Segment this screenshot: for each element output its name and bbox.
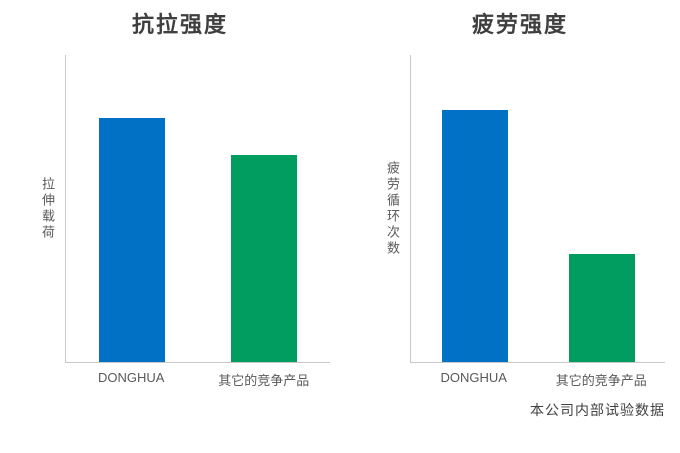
- bar-donghua: [441, 110, 508, 362]
- y-axis-label-column: 拉伸载荷: [30, 55, 65, 363]
- x-tick-label-competitor: 其它的竞争产品: [218, 373, 310, 388]
- footnote: 本公司内部试验数据: [530, 402, 665, 418]
- plot-area: [65, 55, 330, 363]
- bar-competitor: [568, 253, 635, 362]
- x-tick-label-competitor: 其它的竞争产品: [555, 373, 647, 388]
- y-axis-label: 疲劳循环次数: [385, 161, 400, 257]
- plot-area: [410, 55, 665, 363]
- bar-slot: [538, 55, 665, 362]
- chart-title-fatigue: 疲劳强度: [471, 12, 568, 37]
- x-axis-labels: DONGHUA 其它的竞争产品: [65, 370, 330, 389]
- chart-title-tensile: 抗拉强度: [131, 12, 228, 37]
- chart-fatigue-strength: 疲劳强度 疲劳循环次数 DONGHUA 其它的竞争产品: [375, 8, 665, 389]
- plot-row: 疲劳循环次数: [375, 55, 665, 363]
- x-tick-label-donghua: DONGHUA: [440, 370, 507, 385]
- plot-row: 拉伸载荷: [30, 55, 330, 363]
- bar-slot: [66, 55, 198, 362]
- y-axis-label-column: 疲劳循环次数: [375, 55, 410, 363]
- bar-slot: [198, 55, 330, 362]
- x-tick-label-donghua: DONGHUA: [98, 370, 165, 385]
- y-axis-label: 拉伸载荷: [40, 177, 55, 241]
- bar-slot: [411, 55, 538, 362]
- bar-donghua: [99, 118, 165, 362]
- charts-row: 抗拉强度 拉伸载荷 DONGHUA 其它的竞争产品: [30, 8, 665, 389]
- bar-competitor: [231, 154, 297, 362]
- x-axis-labels: DONGHUA 其它的竞争产品: [410, 370, 665, 389]
- chart-tensile-strength: 抗拉强度 拉伸载荷 DONGHUA 其它的竞争产品: [30, 8, 330, 389]
